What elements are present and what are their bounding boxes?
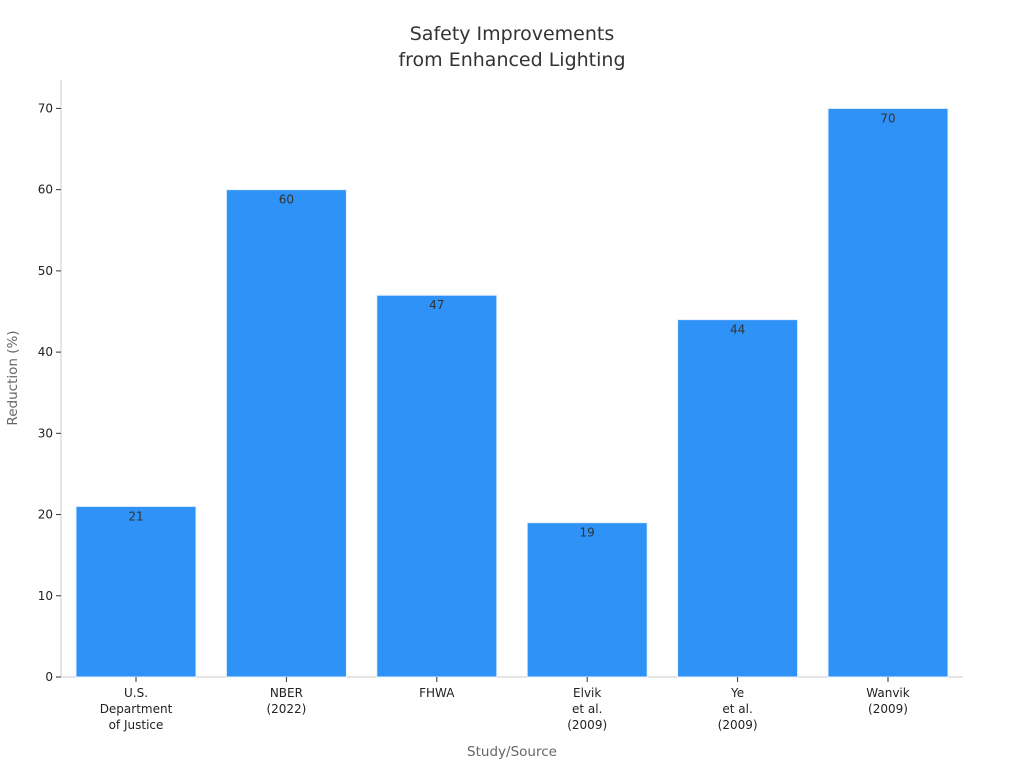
bar [225, 189, 347, 678]
x-tick-label-line: (2009) [868, 702, 908, 716]
data-label: 60 [279, 193, 294, 207]
x-tick-label-line: U.S. [124, 686, 148, 700]
x-tick-label-line: Department [100, 702, 173, 716]
x-tick-label-line: (2009) [718, 718, 758, 732]
x-axis-title: Study/Source [467, 744, 557, 760]
data-label: 19 [580, 526, 595, 540]
y-tick-label: 70 [38, 101, 53, 115]
y-tick-label: 50 [38, 264, 53, 278]
x-tick-label: U.S. Department of Justice [100, 686, 173, 732]
data-label: 21 [128, 509, 143, 523]
bar [827, 107, 949, 678]
chart-title-line-1: Safety Improvements [410, 23, 615, 45]
x-tick-label: Wanvik (2009) [866, 686, 909, 716]
data-label: 70 [880, 111, 895, 125]
y-axis-title: Reduction (%) [5, 330, 21, 425]
y-tick-label: 40 [38, 345, 53, 359]
bar [376, 294, 498, 678]
x-tick-label-line: Elvik [573, 686, 601, 700]
plot-area: 0 10 20 30 40 50 60 70 21 U.S. Department of Justic… [38, 80, 963, 732]
y-tick-label: 30 [38, 426, 53, 440]
y-tick-label: 10 [38, 589, 53, 603]
data-label: 44 [730, 323, 745, 337]
x-tick-label-line: Wanvik [866, 686, 909, 700]
y-tick-label: 0 [45, 670, 53, 684]
x-tick-label-line: NBER [270, 686, 303, 700]
bar [677, 319, 799, 678]
x-tick-label-line: (2022) [266, 702, 306, 716]
x-tick-label: FHWA [419, 686, 455, 700]
bar [526, 522, 648, 678]
x-tick-label: Ye et al. (2009) [718, 686, 758, 732]
x-tick-label-line: et al. [572, 702, 602, 716]
x-tick-label-line: Ye [730, 686, 744, 700]
x-tick-label: NBER (2022) [266, 686, 306, 716]
x-tick-label: Elvik et al. (2009) [567, 686, 607, 732]
x-tick-label-line: FHWA [419, 686, 455, 700]
x-tick-label-line: of Justice [109, 718, 164, 732]
bar [75, 505, 197, 678]
data-label: 47 [429, 298, 444, 312]
y-tick-label: 20 [38, 508, 53, 522]
chart-title-line-2: from Enhanced Lighting [398, 49, 625, 71]
x-tick-label-line: (2009) [567, 718, 607, 732]
y-tick-label: 60 [38, 183, 53, 197]
x-tick-label-line: et al. [722, 702, 752, 716]
